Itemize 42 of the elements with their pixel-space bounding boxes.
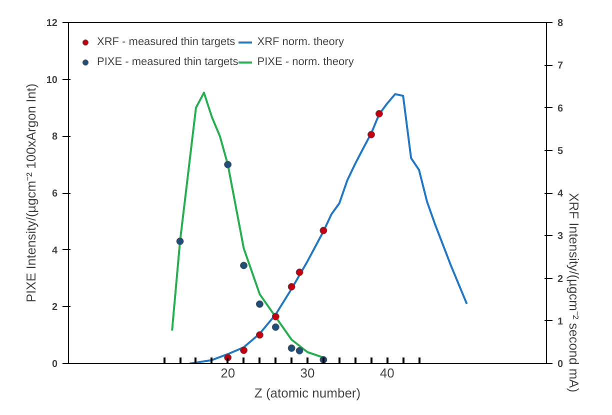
point: [296, 268, 304, 276]
y-tick-label: 0: [52, 359, 58, 370]
y2-tick-label: 2: [558, 274, 564, 285]
y-tick-label: 4: [52, 245, 58, 256]
point: [256, 331, 264, 339]
point: [367, 130, 375, 138]
point: [224, 160, 232, 168]
y2-axis-title: XRF Intensity/(µgcm⁻² second mA): [566, 193, 582, 392]
legend-label: PIXE - norm. theory: [257, 55, 354, 69]
point: [272, 323, 280, 331]
point: [296, 346, 304, 354]
point: [272, 312, 280, 320]
legend-label: PIXE - measured thin targets: [97, 55, 238, 69]
y-axis-title: PIXE Intensity/(µgcm⁻² 100xArgon Int): [23, 84, 38, 302]
y-tick-label: 10: [46, 74, 58, 86]
y2-tick-label: 6: [558, 103, 564, 114]
y-tick-label: 12: [46, 18, 58, 29]
y2-tick-label: 8: [558, 18, 564, 29]
point: [375, 110, 383, 118]
legend-label: XRF - measured thin targets: [97, 35, 236, 49]
y2-tick-label: 5: [558, 146, 564, 157]
y-tick-label: 2: [52, 302, 58, 314]
point: [176, 238, 184, 246]
y-tick-label: 6: [52, 188, 58, 200]
point: [240, 262, 248, 270]
point: [288, 283, 296, 291]
y2-tick-label: 4: [558, 188, 564, 200]
y2-tick-label: 0: [558, 359, 564, 370]
point: [320, 226, 328, 234]
line-series: [188, 93, 468, 364]
x-tick-label: 20: [220, 366, 236, 380]
x-tick-label: 40: [380, 366, 394, 380]
x-tick-label: 30: [300, 366, 315, 380]
y2-tick-label: 7: [558, 60, 564, 72]
y-tick-label: 8: [52, 132, 58, 143]
legend-label: XRF norm. theory: [257, 35, 344, 49]
y2-tick-label: 1: [558, 316, 564, 328]
point: [256, 300, 264, 308]
point: [288, 344, 296, 352]
point: [240, 346, 248, 354]
x-axis-title: Z (atomic number): [254, 386, 361, 400]
y2-tick-label: 3: [558, 231, 564, 242]
